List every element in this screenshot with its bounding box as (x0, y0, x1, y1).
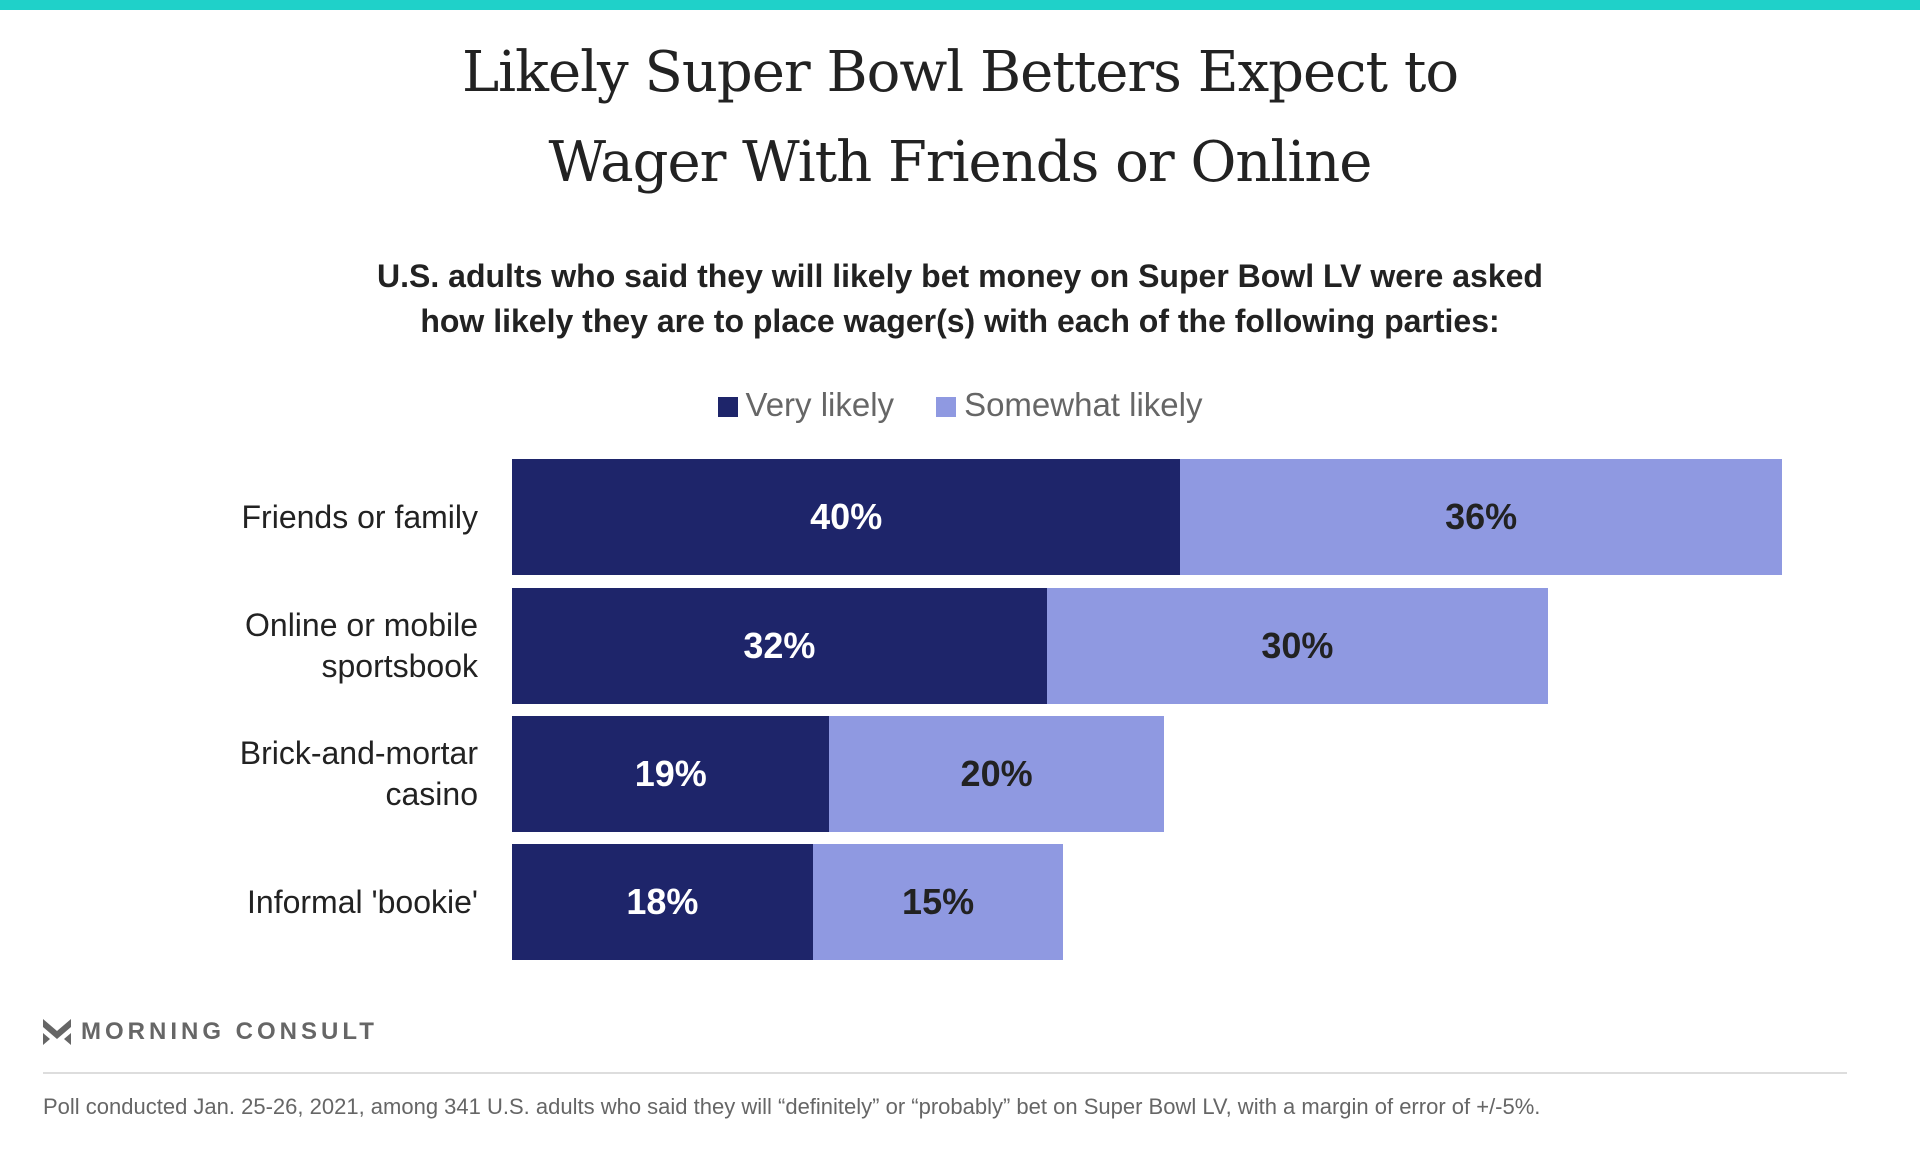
category-label-line: Online or mobile (245, 607, 478, 643)
bar-somewhat-likely: 36% (1180, 459, 1782, 575)
footer-divider (43, 1072, 1847, 1074)
legend-swatch (717, 397, 738, 417)
data-label: 40% (810, 496, 883, 537)
category-label-line: Friends or family (241, 498, 479, 535)
logo-chevron-icon (43, 1019, 71, 1045)
category-label: Friends or family (242, 497, 479, 538)
bar-very-likely: 40% (512, 459, 1181, 575)
data-label: 36% (1445, 496, 1518, 537)
category-label: Informal 'bookie' (247, 882, 478, 923)
legend-very-likely: Very likely (717, 386, 895, 424)
category-label-line: Brick-and-mortar (239, 735, 478, 771)
category-label-line: sportsbook (321, 648, 478, 684)
brand-name: MORNING CONSULT (81, 1018, 378, 1045)
category-label-line: casino (385, 776, 479, 812)
legend-label: Very likely (745, 386, 895, 423)
legend-label: Somewhat likely (964, 386, 1203, 423)
bar-very-likely: 18% (512, 844, 813, 960)
data-label: 32% (743, 625, 816, 666)
legend-somewhat-likely: Somewhat likely (936, 386, 1203, 424)
category-label: Brick-and-mortar casino (240, 733, 478, 815)
top-accent-bar (0, 0, 1920, 10)
bar-somewhat-likely: 20% (829, 716, 1164, 832)
bar-somewhat-likely: 15% (812, 844, 1064, 960)
chart-title-line-2: Wager With Friends or Online (548, 130, 1373, 195)
footnote: Poll conducted Jan. 25-26, 2021, among 3… (43, 1094, 1541, 1119)
bar-very-likely: 19% (512, 716, 830, 832)
category-label-line: Informal 'bookie' (247, 883, 478, 920)
chart-title-line-1: Likely Super Bowl Betters Expect to (461, 40, 1459, 105)
bar-somewhat-likely: 30% (1046, 588, 1549, 704)
legend-swatch (936, 397, 957, 417)
subtitle-line-2: how likely they are to place wager(s) wi… (420, 303, 1500, 339)
bar-very-likely: 32% (512, 588, 1047, 704)
data-label: 18% (626, 881, 699, 922)
data-label: 19% (634, 753, 707, 794)
data-label: 15% (902, 881, 975, 922)
data-label: 20% (960, 753, 1033, 794)
morning-consult-logo: MORNING CONSULT (43, 1018, 378, 1046)
legend: Very likely Somewhat likely (0, 386, 1920, 424)
subtitle-line-1: U.S. adults who said they will likely be… (377, 258, 1543, 294)
category-label: Online or mobile sportsbook (245, 605, 478, 687)
data-label: 30% (1261, 625, 1334, 666)
